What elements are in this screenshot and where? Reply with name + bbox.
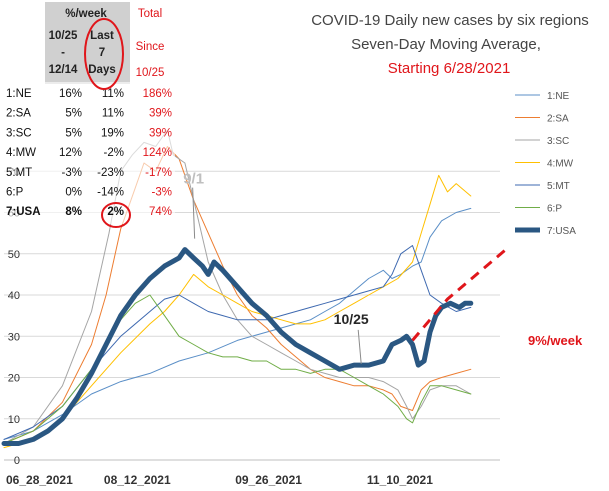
table-row-label: 7:USA bbox=[6, 206, 41, 218]
legend-label: 1:NE bbox=[547, 91, 570, 102]
legend-label: 4:MW bbox=[547, 159, 574, 170]
x-tick-labels: 06_28_2021 08_12_2021 09_26_2021 11_10_2021 bbox=[6, 473, 433, 487]
table-cell-last-7-days: -14% bbox=[97, 187, 124, 199]
annotation-9-1: 9/1 bbox=[183, 171, 204, 188]
y-tick-label: 0 bbox=[14, 455, 20, 467]
series-line-usa bbox=[1, 247, 474, 446]
col1-header: 10/25 bbox=[49, 30, 78, 42]
x-tick-label: 06_28_2021 bbox=[6, 473, 73, 487]
table-cell-10-25-12-14: 5% bbox=[65, 127, 82, 139]
annotation-10-25: 10/25 bbox=[334, 311, 369, 327]
trend-line bbox=[411, 248, 507, 342]
table-cell-since-10-25: -3% bbox=[152, 187, 172, 199]
annotation-leader bbox=[192, 187, 196, 239]
annotations: 9/1 10/25 9%/week bbox=[183, 171, 583, 364]
x-tick-label: 09_26_2021 bbox=[235, 473, 302, 487]
annotation-9pct-week: 9%/week bbox=[528, 333, 583, 348]
table-body-bg bbox=[0, 82, 175, 224]
col3-header: Since bbox=[136, 41, 165, 53]
col1-header: 12/14 bbox=[49, 64, 78, 76]
table-cell-last-7-days: 11% bbox=[102, 108, 124, 120]
y-tick-label: 40 bbox=[8, 290, 20, 302]
series-line-p bbox=[3, 294, 472, 444]
table-cell-since-10-25: 39% bbox=[149, 127, 172, 139]
title-line-1: COVID-19 Daily new cases by six regions bbox=[311, 12, 589, 29]
title-line-3: Starting 6/28/2021 bbox=[388, 60, 511, 77]
table-cell-last-7-days: -2% bbox=[104, 147, 124, 159]
table-cell-last-7-days: 2% bbox=[107, 206, 124, 218]
table-cell-since-10-25: 186% bbox=[143, 88, 172, 100]
table-cell-10-25-12-14: 5% bbox=[65, 108, 82, 120]
legend-label: 6:P bbox=[547, 204, 562, 215]
y-tick-label: 50 bbox=[8, 249, 20, 261]
y-tick-label: 10 bbox=[8, 414, 20, 426]
table-cell-10-25-12-14: 12% bbox=[59, 147, 82, 159]
legend-label: 2:SA bbox=[547, 114, 569, 125]
summary-table: %/week Total 10/25 - 12/14 Last 7 Days Since 10/2… bbox=[0, 2, 175, 228]
trend-dashed-line bbox=[411, 248, 507, 342]
table-row-label: 6:P bbox=[6, 187, 24, 199]
table-header-pct-week: %/week bbox=[65, 8, 107, 20]
table-row-label: 5:MT bbox=[6, 167, 32, 179]
title-line-2: Seven-Day Moving Average, bbox=[351, 36, 541, 53]
table-cell-last-7-days: -23% bbox=[97, 167, 124, 179]
table-row-label: 4:MW bbox=[6, 147, 36, 159]
table-cell-since-10-25: -17% bbox=[145, 167, 172, 179]
table-cell-10-25-12-14: 0% bbox=[65, 187, 82, 199]
table-row-label: 2:SA bbox=[6, 108, 31, 120]
col1-header: - bbox=[61, 47, 65, 59]
table-row-label: 3:SC bbox=[6, 127, 32, 139]
table-cell-10-25-12-14: 16% bbox=[59, 88, 82, 100]
series-line-mw bbox=[3, 174, 472, 449]
chart-title: COVID-19 Daily new cases by six regions … bbox=[311, 12, 589, 77]
table-cell-since-10-25: 39% bbox=[149, 108, 172, 120]
legend-label: 7:USA bbox=[547, 226, 576, 237]
col3-header: 10/25 bbox=[136, 67, 165, 79]
annotation-leader bbox=[357, 329, 362, 364]
x-tick-label: 11_10_2021 bbox=[367, 473, 433, 487]
series-line-mt bbox=[3, 245, 472, 440]
table-cell-since-10-25: 74% bbox=[149, 206, 172, 218]
col2-header: 7 bbox=[99, 47, 105, 59]
y-tick-label: 20 bbox=[8, 373, 20, 385]
table-cell-last-7-days: 11% bbox=[102, 88, 124, 100]
table-cell-since-10-25: 124% bbox=[143, 147, 172, 159]
col2-header: Last bbox=[90, 30, 114, 42]
x-tick-label: 08_12_2021 bbox=[104, 473, 171, 487]
table-row-label: 1:NE bbox=[6, 88, 32, 100]
highlight-circle-usa bbox=[101, 202, 131, 228]
legend: 1:NE 2:SA 3:SC 4:MW 5:MT 6:P 7:USA bbox=[515, 91, 576, 237]
legend-label: 3:SC bbox=[547, 136, 569, 147]
y-tick-label: 30 bbox=[8, 331, 20, 343]
col2-header: Days bbox=[88, 64, 116, 76]
highlight-circle-header bbox=[84, 18, 124, 90]
table-cell-10-25-12-14: 8% bbox=[65, 206, 82, 218]
table-cell-last-7-days: 19% bbox=[101, 127, 124, 139]
table-header-total: Total bbox=[138, 8, 162, 20]
table-cell-10-25-12-14: -3% bbox=[62, 167, 82, 179]
legend-label: 5:MT bbox=[547, 181, 570, 192]
series-line-ne bbox=[3, 207, 472, 440]
